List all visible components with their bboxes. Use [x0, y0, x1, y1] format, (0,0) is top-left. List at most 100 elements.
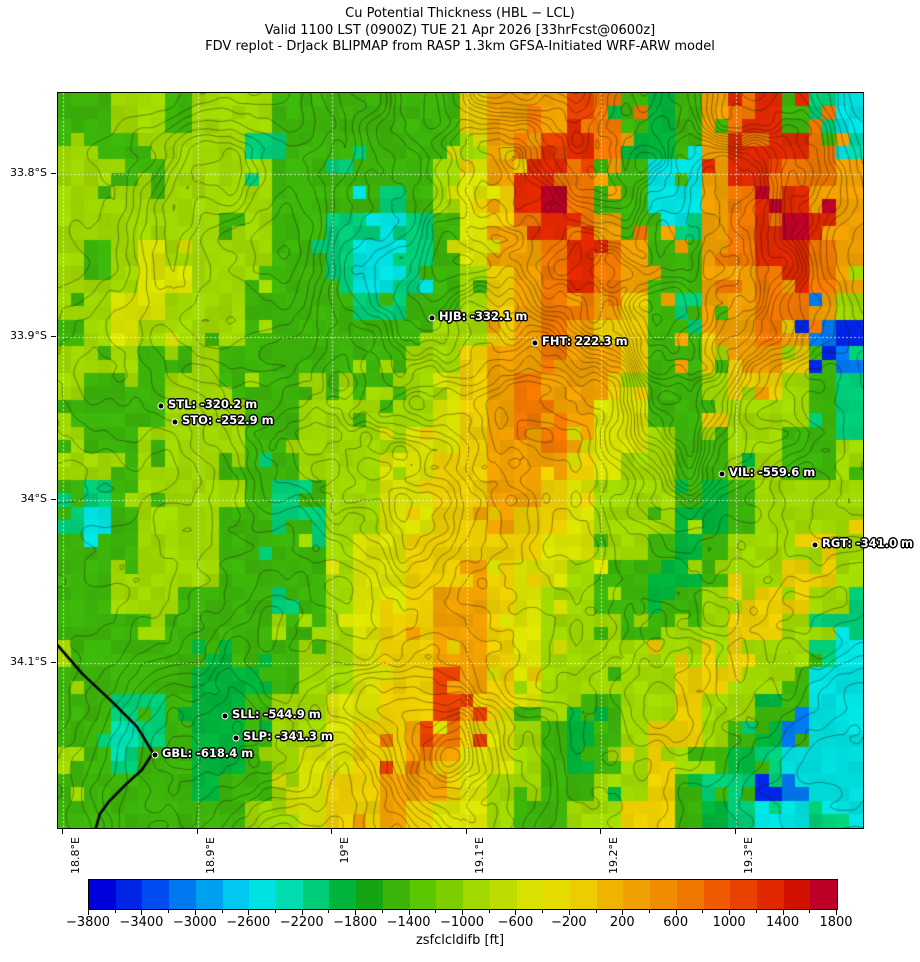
colorbar-segment: [703, 880, 731, 909]
y-tick-mark: [51, 336, 56, 338]
colorbar-tick-mark: [194, 910, 196, 915]
colorbar-tick-label: −3400: [119, 915, 164, 930]
colorbar-tick-label: 1400: [766, 915, 800, 930]
colorbar-tick-mark: [836, 910, 837, 915]
colorbar-segment: [222, 880, 250, 909]
x-tick-mark: [466, 829, 468, 834]
colorbar-tick-mark: [141, 910, 143, 915]
colorbar-segment: [810, 880, 838, 909]
colorbar-tick-mark: [675, 910, 677, 915]
colorbar-segment: [142, 880, 170, 909]
y-tick-mark: [51, 661, 56, 663]
colorbar-tick-mark: [782, 910, 784, 915]
colorbar-title: zsfclcldifb [ft]: [415, 933, 505, 948]
colorbar-segment: [783, 880, 811, 909]
colorbar-tick-mark: [568, 910, 570, 915]
colorbar-tick-mark: [755, 910, 757, 913]
colorbar-tick-mark: [729, 910, 731, 915]
colorbar-tick-mark: [114, 910, 116, 913]
x-tick-mark: [599, 829, 601, 834]
colorbar-tick-label: −2200: [279, 915, 324, 930]
colorbar-tick-label: 1000: [712, 915, 746, 930]
colorbar-segment: [650, 880, 677, 909]
colorbar-tick-mark: [488, 910, 490, 913]
colorbar-segment: [436, 880, 464, 909]
colorbar-tick-label: −1800: [333, 915, 378, 930]
map-frame: [57, 92, 864, 829]
colorbar-tick-mark: [542, 910, 544, 913]
x-tick-mark: [331, 829, 333, 834]
colorbar-tick-mark: [328, 910, 330, 913]
colorbar-tick-mark: [462, 910, 463, 915]
x-tick-mark: [734, 829, 736, 834]
colorbar-segment: [302, 880, 330, 909]
colorbar-tick-label: −200: [550, 915, 587, 930]
colorbar-segment: [115, 880, 143, 909]
colorbar-tick-label: −3800: [66, 915, 110, 930]
colorbar-tick-mark: [88, 910, 89, 915]
colorbar-tick-mark: [515, 910, 517, 915]
colorbar-tick-label: 600: [663, 915, 689, 930]
y-tick-label: 33.9°S: [10, 329, 47, 343]
colorbar-segment: [623, 880, 651, 909]
figure-titles: Cu Potential Thickness (HBL − LCL) Valid…: [0, 6, 920, 56]
x-tick-mark: [196, 829, 198, 834]
colorbar-segment: [169, 880, 196, 909]
colorbar-segment: [276, 880, 303, 909]
colorbar-tick-mark: [809, 910, 811, 913]
colorbar-tick-mark: [221, 910, 223, 913]
x-tick-mark: [61, 829, 63, 834]
colorbar-tick-mark: [275, 910, 276, 913]
colorbar-tick-label: −600: [497, 915, 534, 930]
colorbar-tick-mark: [595, 910, 597, 913]
colorbar-segment: [676, 880, 704, 909]
x-tick-label: 19.3°E: [741, 837, 755, 874]
x-tick-label: 18.8°E: [68, 837, 82, 874]
y-tick-label: 34°S: [20, 491, 47, 505]
title-model: FDV replot - DrJack BLIPMAP from RASP 1.…: [205, 39, 715, 54]
colorbar-tick-label: −1400: [386, 915, 431, 930]
colorbar-segment: [543, 880, 570, 909]
colorbar-tick-mark: [435, 910, 437, 913]
colorbar-segment: [195, 880, 223, 909]
colorbar-tick-mark: [355, 910, 357, 915]
colorbar: [88, 879, 838, 910]
colorbar-segment: [756, 880, 784, 909]
colorbar-tick-mark: [301, 910, 303, 915]
colorbar-segment: [463, 880, 490, 909]
colorbar-segment: [409, 880, 437, 909]
colorbar-tick-label: −3000: [172, 915, 217, 930]
x-tick-label: 18.9°E: [203, 837, 217, 874]
title-validity: Valid 1100 LST (0900Z) TUE 21 Apr 2026 […: [264, 22, 656, 38]
colorbar-segment: [569, 880, 597, 909]
colorbar-segment: [489, 880, 517, 909]
colorbar-segment: [596, 880, 624, 909]
colorbar-segment: [89, 880, 116, 909]
colorbar-segment: [516, 880, 544, 909]
colorbar-swatches: [89, 880, 838, 909]
y-tick-label: 34.1°S: [10, 654, 47, 668]
colorbar-tick-mark: [168, 910, 170, 913]
y-tick-mark: [51, 498, 56, 500]
colorbar-segment: [329, 880, 357, 909]
map-canvas: [58, 93, 863, 828]
y-tick-label: 33.8°S: [10, 165, 47, 179]
y-tick-mark: [51, 172, 56, 174]
colorbar-tick-label: 1800: [819, 915, 853, 930]
colorbar-tick-mark: [248, 910, 250, 915]
colorbar-tick-mark: [381, 910, 383, 913]
colorbar-segment: [382, 880, 410, 909]
colorbar-tick-mark: [622, 910, 624, 915]
colorbar-tick-mark: [408, 910, 410, 915]
colorbar-tick-mark: [702, 910, 704, 913]
colorbar-tick-label: −2600: [226, 915, 271, 930]
colorbar-segment: [356, 880, 383, 909]
colorbar-tick-label: −1000: [440, 915, 484, 930]
x-tick-label: 19.1°E: [473, 837, 487, 874]
colorbar-tick-mark: [649, 910, 650, 913]
colorbar-segment: [249, 880, 277, 909]
title-parameter: Cu Potential Thickness (HBL − LCL): [345, 6, 575, 21]
x-tick-label: 19°E: [338, 837, 352, 864]
x-tick-label: 19.2°E: [606, 837, 620, 874]
colorbar-segment: [730, 880, 757, 909]
